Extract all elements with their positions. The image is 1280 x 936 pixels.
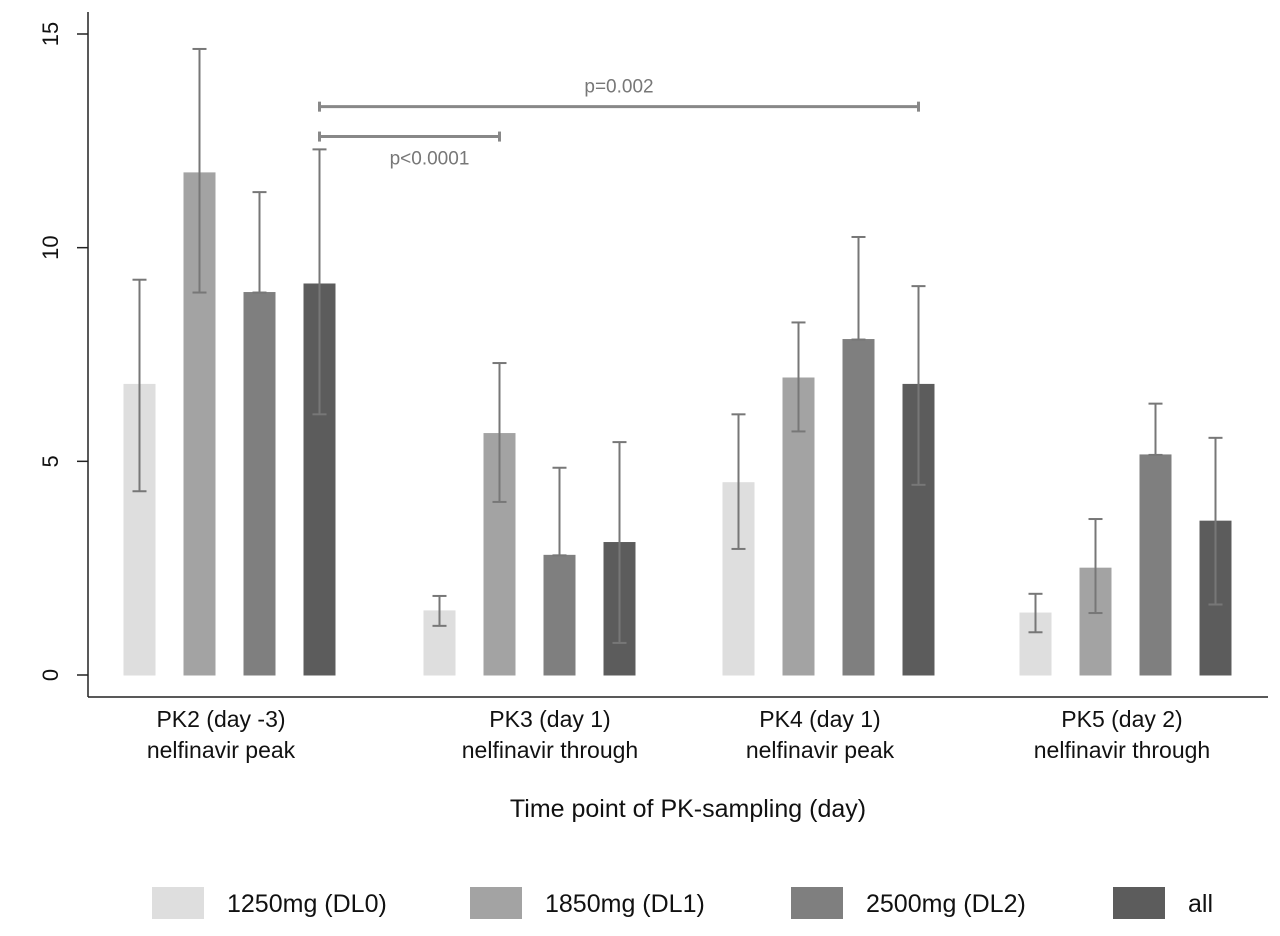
annotation-layer: p=0.002 p<0.0001: [318, 77, 920, 170]
x-category-labels: PK2 (day -3) nelfinavir peak PK3 (day 1) ne…: [147, 706, 1210, 763]
y-tick-label: 15: [38, 22, 63, 46]
x-category-sublabel: nelfinavir through: [462, 737, 638, 763]
error-bar: [612, 441, 627, 644]
error-bar: [1148, 402, 1163, 456]
legend-swatch: [791, 887, 843, 919]
error-bar: [1028, 592, 1043, 634]
error-bar: [731, 413, 746, 550]
axes: [87, 12, 1268, 698]
legend-label: 1250mg (DL0): [227, 890, 387, 918]
x-category-label: PK5 (day 2): [1061, 706, 1182, 732]
error-bar: [432, 594, 447, 627]
legend-item: 1250mg (DL0): [152, 887, 387, 919]
bar: [1139, 454, 1172, 676]
error-bar: [192, 47, 207, 294]
y-tick-label: 5: [38, 455, 63, 467]
x-category-label: PK3 (day 1): [489, 706, 610, 732]
error-bar: [492, 362, 507, 503]
y-tick-label: 0: [38, 669, 63, 681]
error-bar: [132, 278, 147, 493]
legend-swatch: [470, 887, 522, 919]
significance-label: p=0.002: [584, 77, 653, 98]
legend: 1250mg (DL0) 1850mg (DL1) 2500mg (DL2) all: [152, 887, 1213, 919]
x-category-label: PK2 (day -3): [156, 706, 285, 732]
bar: [243, 292, 276, 676]
error-bar: [791, 321, 806, 433]
legend-swatch: [1113, 887, 1165, 919]
error-bar: [911, 285, 926, 486]
x-category-sublabel: nelfinavir peak: [147, 737, 296, 763]
significance-label: p<0.0001: [390, 149, 470, 170]
error-bar: [252, 191, 267, 294]
error-bar: [851, 235, 866, 341]
legend-swatch: [152, 887, 204, 919]
error-bar: [1208, 436, 1223, 606]
y-tick-label: 10: [38, 235, 63, 259]
bar: [842, 339, 875, 676]
error-bar: [1088, 518, 1103, 615]
legend-label: 1850mg (DL1): [545, 890, 705, 918]
significance-bracket: p<0.0001: [318, 131, 501, 170]
x-category-sublabel: nelfinavir through: [1034, 737, 1210, 763]
error-bar: [312, 148, 327, 416]
x-category-sublabel: nelfinavir peak: [746, 737, 895, 763]
legend-label: 2500mg (DL2): [866, 890, 1026, 918]
significance-bracket: p=0.002: [318, 77, 920, 112]
bars-layer: [123, 172, 1232, 676]
y-ticks: 0 5 10 15: [38, 22, 88, 681]
legend-item: 2500mg (DL2): [791, 887, 1026, 919]
x-category-label: PK4 (day 1): [759, 706, 880, 732]
error-bar: [552, 466, 567, 557]
legend-item: 1850mg (DL1): [470, 887, 705, 919]
legend-item: all: [1113, 887, 1213, 919]
bar: [543, 554, 576, 676]
x-axis-label: Time point of PK-sampling (day): [510, 795, 866, 823]
legend-label: all: [1188, 890, 1213, 918]
error-bars-layer: [132, 47, 1223, 644]
